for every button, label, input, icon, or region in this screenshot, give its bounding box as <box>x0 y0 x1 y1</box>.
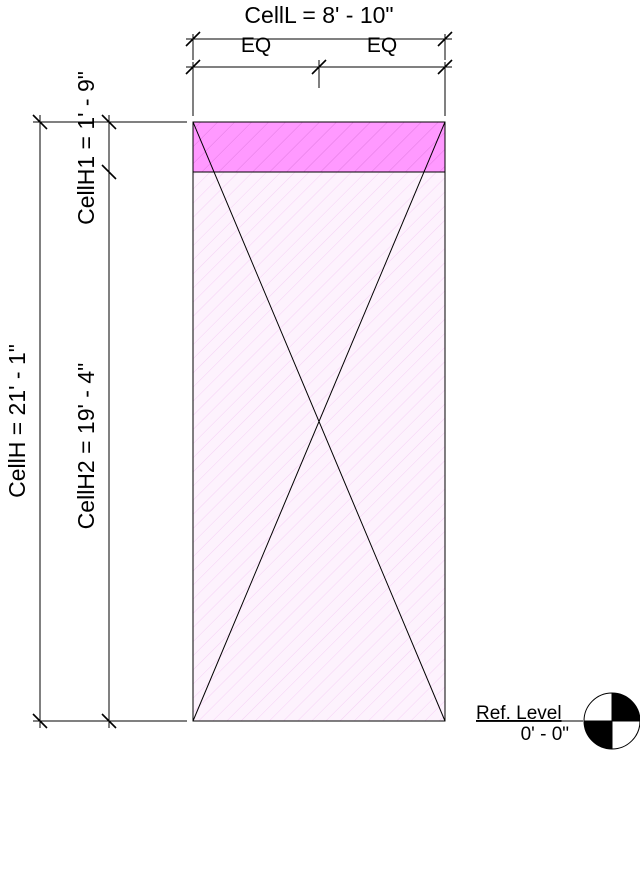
tick-top <box>101 114 117 130</box>
cell-height-2-label: CellH2 = 19' - 4" <box>73 363 99 530</box>
cell-outline <box>192 121 446 722</box>
cell-height-label: CellH = 21' - 1" <box>4 344 30 498</box>
tick-right <box>437 31 453 47</box>
cross-line-b <box>192 121 446 722</box>
cell-length-label: CellL = 8' - 10" <box>244 2 393 28</box>
cell-body <box>192 121 446 722</box>
cell-height-1-label: CellH1 = 1' - 9" <box>73 71 99 225</box>
tick-top <box>32 114 48 130</box>
tick-bottom <box>32 713 48 729</box>
level-head-icon <box>583 692 640 750</box>
cell-height-parts-dimension[interactable]: CellH1 = 1' - 9" CellH2 = 19' - 4" <box>73 71 187 729</box>
tick-bottom <box>101 713 117 729</box>
tick-left <box>185 31 201 47</box>
cell-height-dimension[interactable]: CellH = 21' - 1" <box>4 114 187 729</box>
eq-right-label: EQ <box>367 34 397 57</box>
level-name-label: Ref. Level <box>476 703 562 724</box>
tick-right <box>437 59 453 75</box>
upper-cell-hatch <box>193 122 445 172</box>
lower-cell-hatch <box>193 172 445 721</box>
eq-dimension[interactable]: EQ EQ <box>185 31 453 88</box>
reference-level-marker[interactable]: Ref. Level 0' - 0" <box>476 692 640 750</box>
level-elevation-label: 0' - 0" <box>521 724 569 745</box>
tick-left <box>185 59 201 75</box>
cell-length-dimension[interactable]: CellL = 8' - 10" <box>185 2 453 116</box>
eq-left-label: EQ <box>241 34 271 57</box>
tick-middle <box>101 164 117 180</box>
tick-center <box>311 59 327 75</box>
